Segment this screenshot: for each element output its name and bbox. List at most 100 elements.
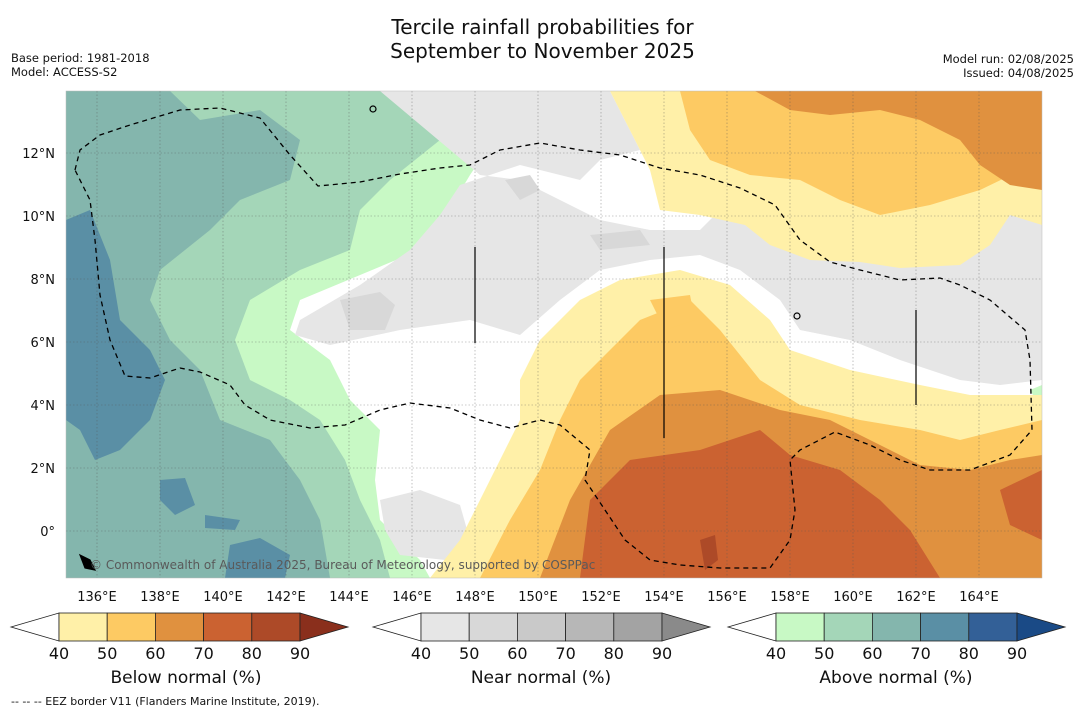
lon-label: 138°E bbox=[140, 590, 180, 605]
colorbar-segment bbox=[420, 612, 470, 642]
lon-label: 142°E bbox=[266, 590, 306, 605]
colorbar-near: 40 50 60 70 80 90 bbox=[371, 612, 712, 663]
colorbar-below: 40 50 60 70 80 90 bbox=[9, 612, 350, 663]
lat-label: 2°N bbox=[31, 462, 56, 477]
colorbar-segment bbox=[823, 612, 873, 642]
colorbar-segment bbox=[154, 612, 204, 642]
region-below-50-mid bbox=[650, 295, 695, 330]
island-marks bbox=[78, 105, 917, 571]
colorbar-segment bbox=[565, 612, 615, 642]
lon-label: 160°E bbox=[833, 590, 873, 605]
colorbar-label-near: Near normal (%) bbox=[470, 668, 612, 688]
lat-label: 0° bbox=[40, 525, 55, 540]
colorbar-extend-high bbox=[661, 612, 712, 642]
colorbar-tick-label: 50 bbox=[97, 644, 117, 663]
lon-label: 150°E bbox=[518, 590, 558, 605]
colorbar-segment bbox=[58, 612, 108, 642]
region-near-sw bbox=[380, 490, 470, 560]
credit-text: © Commonwealth of Australia 2025, Bureau… bbox=[90, 558, 596, 572]
lat-label: 6°N bbox=[31, 336, 56, 351]
colorbar-extend-high bbox=[299, 612, 350, 642]
colorbar-extend-low bbox=[726, 612, 777, 642]
colorbar-above: 40 50 60 70 80 90 bbox=[726, 612, 1067, 663]
colorbar-tick-label: 90 bbox=[1007, 644, 1027, 663]
base-period: Base period: 1981-2018 bbox=[11, 51, 150, 65]
colorbars: 40 50 60 70 80 90 40 50 60 70 80 90 40 50 60 70 80 90 bbox=[9, 612, 1067, 663]
colorbar-label-above: Above normal (%) bbox=[819, 668, 973, 688]
meta-right: Model run: 02/08/2025 Issued: 04/08/2025 bbox=[943, 52, 1074, 80]
lon-label: 152°E bbox=[581, 590, 621, 605]
lat-label: 10°N bbox=[22, 210, 55, 225]
lat-label: 8°N bbox=[31, 273, 56, 288]
colorbar-tick-label: 80 bbox=[242, 644, 262, 663]
region-below-80 bbox=[700, 535, 718, 570]
map-frame bbox=[65, 90, 1043, 579]
colorbar-segment bbox=[775, 612, 825, 642]
colorbar-tick-label: 70 bbox=[193, 644, 213, 663]
model-name: Model: ACCESS-S2 bbox=[11, 65, 118, 79]
eez-border bbox=[74, 107, 1033, 569]
lon-label: 140°E bbox=[203, 590, 243, 605]
lat-label: 4°N bbox=[31, 399, 56, 414]
colorbar-tick-label: 40 bbox=[766, 644, 786, 663]
lon-label: 154°E bbox=[644, 590, 684, 605]
colorbar-extend-low bbox=[371, 612, 422, 642]
lat-label: 12°N bbox=[22, 147, 55, 162]
colorbar-tick-label: 70 bbox=[910, 644, 930, 663]
region-near-50c bbox=[590, 230, 650, 250]
region-below-70-east bbox=[1000, 470, 1042, 540]
region-above-70b bbox=[160, 478, 195, 515]
colorbar-segment bbox=[468, 612, 518, 642]
colorbar-tick-label: 50 bbox=[814, 644, 834, 663]
latitude-labels: 12°N 10°N 8°N 6°N 4°N 2°N 0° bbox=[22, 147, 55, 540]
colorbar-extend-low bbox=[9, 612, 60, 642]
colorbar-tick-label: 90 bbox=[652, 644, 672, 663]
lon-label: 162°E bbox=[896, 590, 936, 605]
lon-label: 158°E bbox=[770, 590, 810, 605]
region-near-50b bbox=[505, 175, 540, 200]
region-above-70c bbox=[225, 538, 290, 578]
colorbar-segment bbox=[920, 612, 970, 642]
lon-label: 148°E bbox=[455, 590, 495, 605]
region-above-60 bbox=[66, 91, 330, 578]
region-below-60 bbox=[755, 91, 1042, 190]
colorbar-label-below: Below normal (%) bbox=[110, 668, 262, 688]
colorbar-segment bbox=[203, 612, 253, 642]
region-near-40 bbox=[295, 91, 1042, 385]
lon-label: 144°E bbox=[329, 590, 369, 605]
colorbar-tick-label: 90 bbox=[290, 644, 310, 663]
colorbar-segment bbox=[968, 612, 1018, 642]
footer-note: -- -- -- EEZ border V11 (Flanders Marine… bbox=[11, 695, 320, 708]
colorbar-tick-label: 40 bbox=[411, 644, 431, 663]
lon-label: 156°E bbox=[707, 590, 747, 605]
issued-date: Issued: 04/08/2025 bbox=[963, 66, 1074, 80]
longitude-labels: 136°E 138°E 140°E 142°E 144°E 146°E 148°E 150°E… bbox=[77, 590, 999, 605]
region-above-70d bbox=[205, 515, 240, 530]
lon-label: 164°E bbox=[959, 590, 999, 605]
colorbar-tick-label: 40 bbox=[49, 644, 69, 663]
region-above-70a bbox=[66, 210, 165, 460]
region-below-70 bbox=[580, 430, 940, 578]
lon-label: 146°E bbox=[392, 590, 432, 605]
colorbar-extend-high bbox=[1016, 612, 1067, 642]
colorbar-segment bbox=[517, 612, 567, 642]
lon-label: 136°E bbox=[77, 590, 117, 605]
map-title-line1: Tercile rainfall probabilities for bbox=[391, 15, 694, 39]
colorbar-segment bbox=[613, 612, 663, 642]
map-grid bbox=[66, 91, 1042, 578]
meta-left: Base period: 1981-2018 Model: ACCESS-S2 bbox=[11, 51, 150, 79]
colorbar-tick-label: 80 bbox=[959, 644, 979, 663]
map-title-line2: September to November 2025 bbox=[390, 39, 695, 63]
colorbar-tick-label: 60 bbox=[507, 644, 527, 663]
colorbar-segment bbox=[872, 612, 922, 642]
model-run: Model run: 02/08/2025 bbox=[942, 52, 1074, 66]
colorbar-tick-label: 50 bbox=[459, 644, 479, 663]
colorbar-segment bbox=[251, 612, 301, 642]
colorbar-tick-label: 60 bbox=[862, 644, 882, 663]
colorbar-tick-label: 80 bbox=[604, 644, 624, 663]
colorbar-segment bbox=[106, 612, 156, 642]
colorbar-tick-label: 60 bbox=[145, 644, 165, 663]
map-area bbox=[66, 91, 1042, 578]
colorbar-tick-label: 70 bbox=[555, 644, 575, 663]
